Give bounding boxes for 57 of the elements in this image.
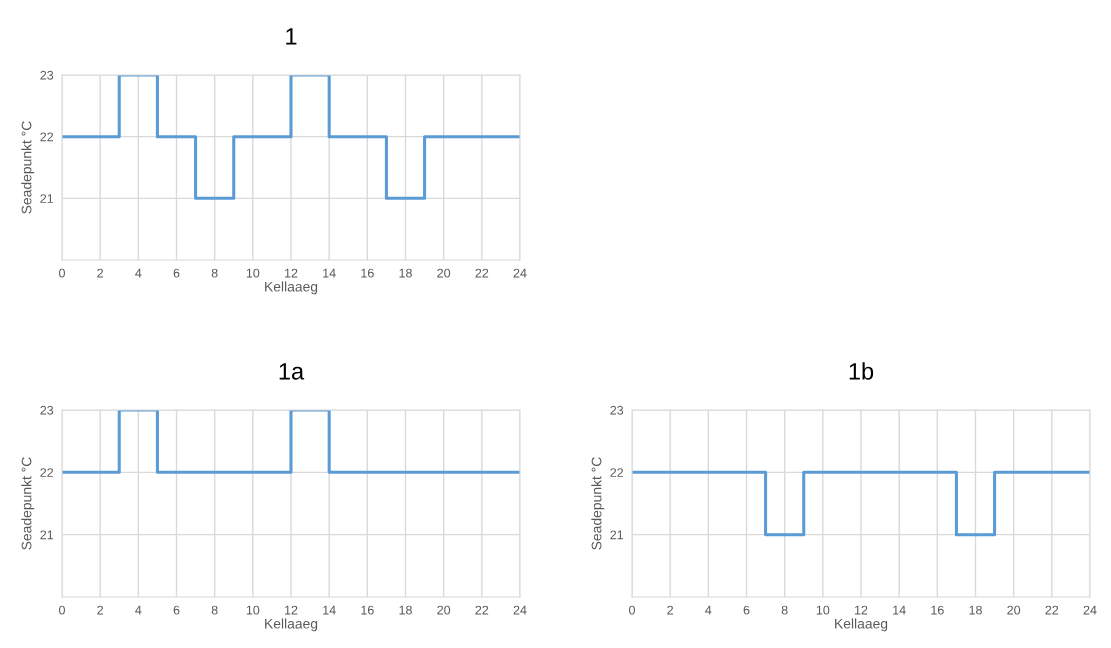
x-tick-label: 20 [437, 605, 451, 615]
x-tick-label: 22 [475, 605, 489, 615]
x-tick-label: 2 [97, 605, 104, 615]
y-tick-label: 23 [40, 70, 54, 80]
y-tick-label: 22 [40, 132, 54, 142]
x-tick-label: 6 [743, 605, 750, 615]
x-tick-label: 12 [285, 605, 298, 615]
x-tick-label: 6 [173, 268, 180, 278]
y-tick-label: 23 [40, 405, 54, 415]
x-tick-label: 24 [513, 605, 527, 615]
x-tick-label: 24 [1083, 605, 1097, 615]
x-tick-label: 20 [1007, 605, 1021, 615]
x-tick-label: 10 [246, 605, 260, 615]
x-axis-title: Kellaaeg [265, 281, 318, 295]
y-tick-label: 21 [40, 530, 54, 540]
x-tick-label: 16 [361, 268, 374, 278]
chart-title: 1a [279, 363, 305, 380]
x-tick-label: 18 [969, 605, 982, 615]
x-tick-label: 12 [285, 268, 298, 278]
x-tick-label: 0 [59, 268, 65, 278]
x-tick-label: 2 [667, 605, 674, 615]
x-axis-title: Kellaaeg [265, 618, 318, 632]
x-tick-label: 16 [361, 605, 374, 615]
x-tick-label: 8 [211, 605, 218, 615]
x-tick-label: 12 [855, 605, 868, 615]
x-tick-label: 2 [97, 268, 104, 278]
x-tick-label: 20 [437, 268, 451, 278]
x-tick-label: 4 [135, 605, 142, 615]
x-tick-label: 18 [399, 605, 412, 615]
chart-title: 1 [286, 28, 297, 45]
y-tick-label: 22 [610, 468, 624, 477]
y-tick-label: 21 [40, 194, 54, 203]
x-tick-label: 8 [211, 268, 218, 278]
x-tick-label: 0 [629, 605, 635, 615]
x-tick-label: 22 [475, 268, 489, 278]
x-tick-label: 14 [893, 605, 906, 615]
x-tick-label: 0 [59, 605, 65, 615]
x-tick-label: 10 [816, 605, 830, 615]
x-tick-label: 24 [513, 268, 527, 278]
x-axis-title: Kellaaeg [835, 618, 888, 632]
x-tick-label: 14 [323, 268, 336, 278]
x-tick-label: 4 [705, 605, 712, 615]
x-tick-label: 16 [931, 605, 944, 615]
x-tick-label: 18 [399, 268, 412, 278]
y-axis-title: Seadepunkt °C [21, 457, 35, 550]
x-tick-label: 8 [781, 605, 788, 615]
y-tick-label: 21 [610, 530, 624, 540]
x-tick-label: 10 [246, 268, 260, 278]
y-axis-title: Seadepunkt °C [591, 457, 605, 550]
y-axis-title: Seadepunkt °C [21, 121, 35, 214]
x-tick-label: 6 [173, 605, 180, 615]
x-tick-label: 4 [135, 268, 142, 278]
x-tick-label: 14 [323, 605, 336, 615]
chart-title: 1b [849, 362, 874, 380]
y-tick-label: 23 [610, 405, 624, 415]
x-tick-label: 22 [1045, 605, 1059, 615]
y-tick-label: 22 [40, 468, 54, 477]
